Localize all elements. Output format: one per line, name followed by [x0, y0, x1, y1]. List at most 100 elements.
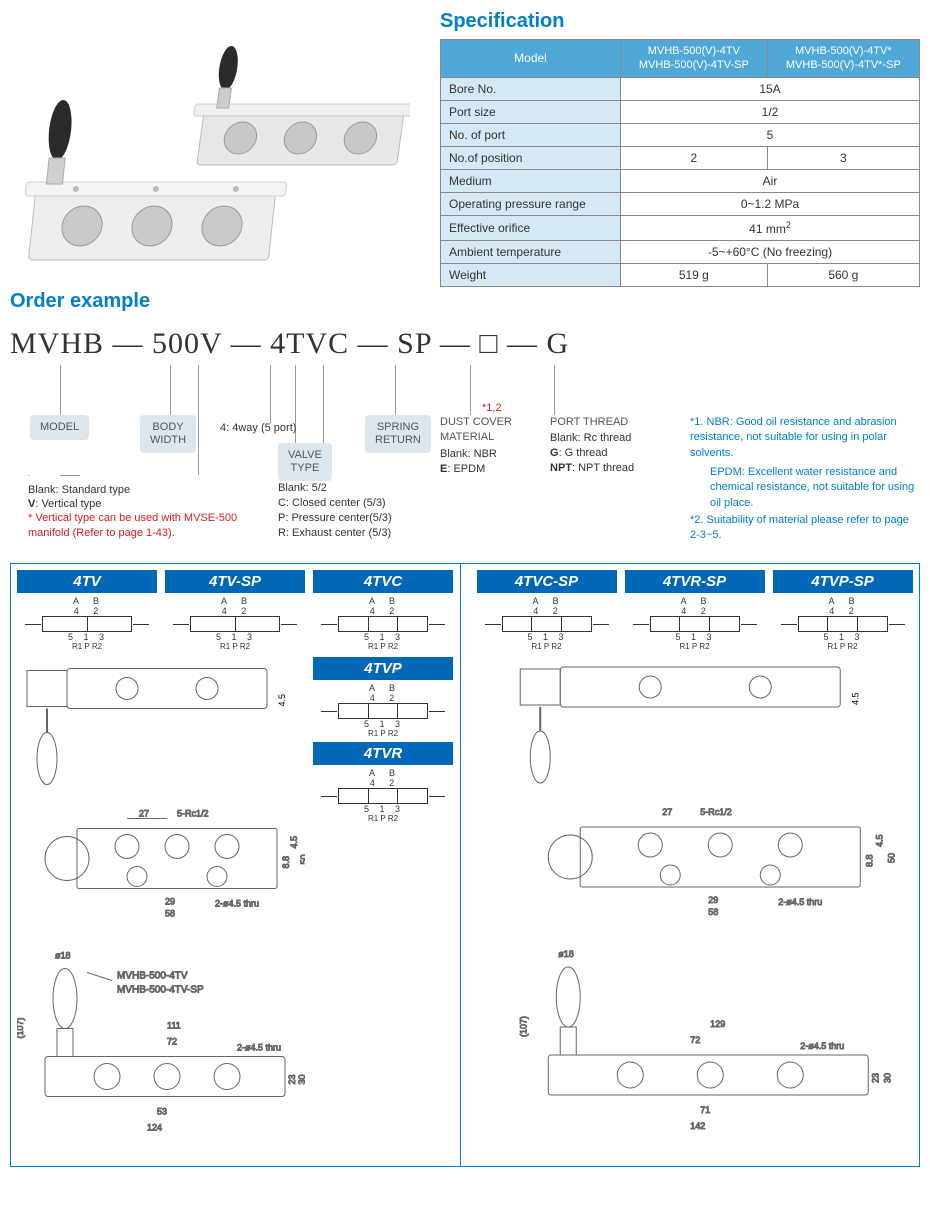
- variant-card: 4TVA B4 25 1 3R1 P R2: [17, 570, 157, 651]
- dim: 27: [662, 807, 672, 817]
- variant-card: 4TV-SPA B4 25 1 3R1 P R2: [165, 570, 305, 651]
- dim: (107): [17, 1017, 25, 1038]
- note1b: EPDM: Excellent water resistance and che…: [710, 465, 920, 511]
- dim: 111: [167, 1021, 181, 1031]
- order-code: MVHB — 500V — 4TVC — SP — □ — G: [10, 327, 920, 361]
- variant-tag: 4TV: [17, 570, 157, 593]
- dim: 124: [147, 1123, 162, 1133]
- callout-port: PORT THREAD: [550, 415, 628, 430]
- spec-header-row: Model MVHB-500(V)-4TV MVHB-500(V)-4TV-SP…: [441, 40, 920, 78]
- spec-label: No. of port: [441, 123, 621, 146]
- variant-card: 4TVCA B4 25 1 3R1 P R2: [313, 570, 453, 651]
- valve-photo-svg: [10, 10, 410, 290]
- variant-tag: 4TV-SP: [165, 570, 305, 593]
- spec-label: Port size: [441, 100, 621, 123]
- dim: ø18: [558, 949, 574, 959]
- guide: [28, 475, 29, 476]
- spec-value: -5~+60°C (No freezing): [621, 240, 920, 263]
- callout-dust: DUST COVER MATERIAL: [440, 415, 512, 445]
- valve-symbol: A B4 25 1 3R1 P R2: [165, 593, 305, 651]
- dim: (107): [518, 1016, 528, 1037]
- spec-row: No. of port5: [441, 123, 920, 146]
- dim: 5-Rc1/2: [177, 809, 209, 819]
- note1: *1. NBR: Good oil resistance and abrasio…: [690, 415, 920, 461]
- dim: 53: [157, 1107, 167, 1117]
- spec-value: 519 g: [621, 263, 768, 286]
- callout-valve: VALVE TYPE: [278, 443, 332, 481]
- dim: 8.8: [281, 856, 291, 869]
- guide: [170, 365, 171, 415]
- variant-tag: 4TVP-SP: [773, 570, 913, 593]
- dim: 23: [287, 1074, 297, 1084]
- spec-label: Operating pressure range: [441, 192, 621, 215]
- dim: 4.5: [874, 834, 884, 847]
- spec-row: Effective orifice41 mm2: [441, 215, 920, 240]
- variant-card: 4TVPA B4 25 1 3R1 P R2: [313, 657, 453, 738]
- order-diagram: MODEL BODY WIDTH 4: 4way (5 port) VALVE …: [10, 365, 920, 555]
- dim: 8.8: [864, 854, 874, 867]
- callout-body: BODY WIDTH: [140, 415, 196, 453]
- dim: 72: [690, 1035, 700, 1045]
- dim: ø18: [55, 951, 71, 961]
- spec-value: 0~1.2 MPa: [621, 192, 920, 215]
- callout-4way: 4: 4way (5 port): [220, 421, 296, 436]
- dim: 30: [882, 1073, 892, 1083]
- right-column: Specification Model MVHB-500(V)-4TV MVHB…: [440, 10, 920, 319]
- dim: 29: [708, 895, 718, 905]
- spec-label: Weight: [441, 263, 621, 286]
- tech-drawing-right: 4.5 27 5-Rc1/2 29 58 2-ø4.5 thru 8.8 4.5…: [477, 657, 914, 1157]
- dim: 5-Rc1/2: [700, 807, 732, 817]
- spec-value: 560 g: [767, 263, 919, 286]
- variant-tag: 4TVC: [313, 570, 453, 593]
- valve-symbol: A B4 25 1 3R1 P R2: [625, 593, 765, 651]
- top-section: Order example Specification Model MVHB-5…: [10, 10, 920, 319]
- callout-port-desc: Blank: Rc threadG: G threadNPT: NPT thre…: [550, 431, 634, 476]
- dim: 2-ø4.5 thru: [215, 899, 259, 909]
- spec-row: Weight519 g560 g: [441, 263, 920, 286]
- valve-symbol: A B4 25 1 3R1 P R2: [17, 593, 157, 651]
- spec-row: Operating pressure range0~1.2 MPa: [441, 192, 920, 215]
- spec-row: Bore No.15A: [441, 77, 920, 100]
- guide: [395, 365, 396, 415]
- spec-value: Air: [621, 169, 920, 192]
- variant-tag: 4TVR: [313, 742, 453, 765]
- dim: 2-ø4.5 thru: [778, 897, 822, 907]
- spec-value: 41 mm2: [621, 215, 920, 240]
- spec-label: Bore No.: [441, 77, 621, 100]
- guide: [470, 365, 471, 415]
- dim: 4.5: [277, 694, 287, 707]
- spec-label: Effective orifice: [441, 215, 621, 240]
- guide: [554, 365, 555, 415]
- specification-title: Specification: [440, 10, 920, 33]
- variant-card: 4TVR-SPA B4 25 1 3R1 P R2: [625, 570, 765, 651]
- drawing-left-placeholder: 4.5 27 5-Rc1/2 29 58 2-ø4.5 thru 8.8: [17, 657, 305, 1160]
- dim: MVHB-500-4TV: [117, 971, 188, 982]
- variant-tag: 4TVR-SP: [625, 570, 765, 593]
- callout-dust-desc: Blank: NBRE: EPDM: [440, 447, 497, 477]
- dim: 30: [297, 1074, 305, 1084]
- dim: MVHB-500-4TV-SP: [117, 985, 204, 996]
- model-col1: MVHB-500(V)-4TV MVHB-500(V)-4TV-SP: [621, 40, 768, 78]
- dim: 58: [165, 909, 175, 919]
- spec-table: Model MVHB-500(V)-4TV MVHB-500(V)-4TV-SP…: [440, 39, 920, 287]
- valve-symbol: A B4 25 1 3R1 P R2: [313, 765, 453, 823]
- txt: MVHB-500(V)-4TV*: [795, 45, 892, 57]
- dim: 29: [165, 897, 175, 907]
- dim: 2-ø4.5 thru: [237, 1043, 281, 1053]
- txt: MVHB-500(V)-4TV*-SP: [786, 59, 901, 71]
- drawing-right-placeholder: 4.5 27 5-Rc1/2 29 58 2-ø4.5 thru 8.8 4.5…: [477, 657, 914, 1160]
- v-vertical: V: Vertical type: [28, 497, 101, 512]
- spec-row: Port size1/2: [441, 100, 920, 123]
- callout-valve-desc: Blank: 5/2 C: Closed center (5/3) P: Pre…: [278, 481, 392, 540]
- note2: *2. Suitability of material please refer…: [690, 513, 920, 544]
- variants-right: 4TVC-SPA B4 25 1 3R1 P R24TVR-SPA B4 25 …: [471, 564, 920, 1166]
- valve-symbol: A B4 25 1 3R1 P R2: [313, 680, 453, 738]
- spec-label: No.of position: [441, 146, 621, 169]
- variant-tag: 4TVP: [313, 657, 453, 680]
- dim: 23: [870, 1073, 880, 1083]
- spec-value: 5: [621, 123, 920, 146]
- variant-card: 4TVC-SPA B4 25 1 3R1 P R2: [477, 570, 617, 651]
- callout-model: MODEL: [30, 415, 89, 440]
- dim: 71: [700, 1105, 710, 1115]
- callout-spring: SPRING RETURN: [365, 415, 431, 453]
